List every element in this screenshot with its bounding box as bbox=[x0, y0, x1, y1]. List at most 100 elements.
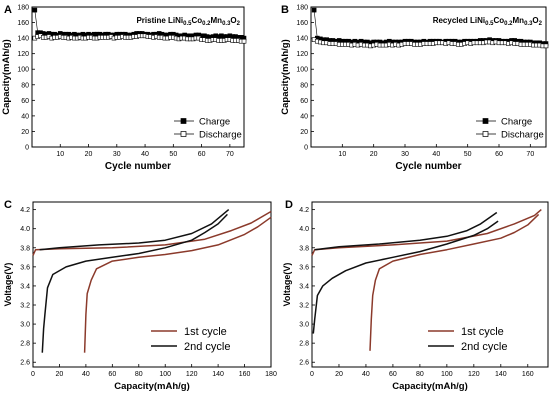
data-point bbox=[32, 7, 38, 13]
x-tick-label: 140 bbox=[212, 371, 224, 378]
x-tick-label: 60 bbox=[198, 151, 206, 158]
y-tick-label: 120 bbox=[17, 51, 29, 58]
series-charge bbox=[311, 7, 549, 46]
y-tick-label: 3.2 bbox=[299, 303, 309, 310]
y-tick-label: 3.4 bbox=[299, 283, 309, 290]
title-segment: Co bbox=[192, 16, 203, 25]
y-tick-label: 3.8 bbox=[20, 245, 30, 252]
title-subscript: 0.3 bbox=[222, 21, 231, 27]
x-tick-label: 0 bbox=[310, 371, 314, 378]
x-tick-label: 80 bbox=[135, 371, 143, 378]
panel-letter: A bbox=[4, 4, 12, 16]
x-tick-label: 120 bbox=[468, 371, 480, 378]
x-axis-label: Capacity(mAh/g) bbox=[392, 381, 467, 392]
y-tick-label: 120 bbox=[296, 51, 308, 58]
x-tick-label: 100 bbox=[441, 371, 453, 378]
title-subscript: 0.5 bbox=[485, 21, 494, 27]
x-tick-label: 60 bbox=[389, 371, 397, 378]
y-tick-label: 2.8 bbox=[20, 341, 30, 348]
legend-label: Charge bbox=[501, 117, 532, 128]
y-tick-label: 20 bbox=[300, 129, 308, 136]
y-tick-label: 2.6 bbox=[20, 360, 30, 367]
data-point bbox=[311, 7, 317, 13]
chart-title: Recycled LiNi0.5Co0.2Mn0.3O2 bbox=[433, 16, 543, 27]
x-axis-label: Capacity(mAh/g) bbox=[114, 381, 189, 392]
chart-title: Pristine LiNi0.5Co0.2Mn0.3O2 bbox=[136, 16, 240, 27]
x-tick-label: 60 bbox=[108, 371, 116, 378]
panel-c: C 2.6 2.8 3.0 3.2 3.4 3.6 3.8 4.0 4.2 0 20 40 60 80 100… bbox=[3, 199, 277, 392]
y-tick-label: 160 bbox=[17, 20, 29, 27]
title-subscript: 0.2 bbox=[504, 21, 513, 27]
series-charge bbox=[32, 7, 247, 41]
x-tick-label: 20 bbox=[370, 151, 378, 158]
y-tick-label: 60 bbox=[300, 98, 308, 105]
x-axis-label: Cycle number bbox=[105, 161, 171, 172]
title-segment: Mn bbox=[513, 16, 525, 25]
x-tick-label: 40 bbox=[141, 151, 149, 158]
y-tick-label: 4.2 bbox=[299, 207, 309, 214]
x-tick-label: 0 bbox=[31, 371, 35, 378]
voltage-curve bbox=[311, 209, 542, 256]
title-segment: O bbox=[230, 16, 236, 25]
x-tick-label: 70 bbox=[226, 151, 234, 158]
x-tick-label: 160 bbox=[239, 371, 251, 378]
y-axis-label: Capacity(mAh/g) bbox=[280, 39, 291, 114]
y-axis-label: Voltage(V) bbox=[3, 263, 13, 307]
y-tick-label: 100 bbox=[17, 67, 29, 74]
voltage-curve bbox=[39, 209, 230, 251]
y-tick-label: 80 bbox=[21, 82, 29, 89]
plot-frame bbox=[310, 6, 547, 148]
x-tick-label: 30 bbox=[113, 151, 121, 158]
x-tick-label: 20 bbox=[335, 371, 343, 378]
y-tick-label: 3.8 bbox=[299, 245, 309, 252]
y-tick-label: 4.2 bbox=[20, 207, 30, 214]
y-tick-label: 0 bbox=[25, 145, 29, 152]
series-1st-cycle bbox=[311, 209, 542, 351]
series-discharge bbox=[32, 33, 247, 44]
data-point bbox=[241, 38, 247, 44]
y-tick-label: 40 bbox=[21, 113, 29, 120]
y-tick-label: 140 bbox=[296, 36, 308, 43]
x-axis-label: Cycle number bbox=[395, 161, 461, 172]
y-tick-label: 3.6 bbox=[299, 264, 309, 271]
y-tick-label: 180 bbox=[296, 5, 308, 12]
y-tick-label: 100 bbox=[296, 67, 308, 74]
x-tick-label: 40 bbox=[362, 371, 370, 378]
legend-label: Discharge bbox=[199, 130, 242, 141]
x-tick-label: 40 bbox=[82, 371, 90, 378]
x-tick-label: 100 bbox=[159, 371, 171, 378]
voltage-curve bbox=[314, 211, 498, 251]
y-tick-label: 3.6 bbox=[20, 264, 30, 271]
panel-letter: D bbox=[285, 199, 293, 211]
y-tick-label: 4.0 bbox=[20, 226, 30, 233]
legend-marker bbox=[180, 131, 187, 137]
x-tick-label: 50 bbox=[169, 151, 177, 158]
y-tick-label: 4.0 bbox=[299, 226, 309, 233]
title-subscript: 2 bbox=[237, 21, 241, 27]
x-tick-label: 160 bbox=[522, 371, 534, 378]
x-tick-label: 140 bbox=[495, 371, 507, 378]
x-tick-label: 40 bbox=[432, 151, 440, 158]
x-tick-label: 80 bbox=[416, 371, 424, 378]
panel-d: D 2.6 2.8 3.0 3.2 3.4 3.6 3.8 4.0 4.2 0 20 40 60 80 100… bbox=[282, 199, 549, 392]
y-axis-label: Voltage(V) bbox=[282, 263, 292, 307]
panel-letter: C bbox=[4, 199, 12, 211]
panel-letter: B bbox=[281, 4, 289, 16]
y-tick-label: 3.0 bbox=[299, 322, 309, 329]
x-tick-label: 180 bbox=[265, 371, 277, 378]
legend-marker bbox=[482, 118, 489, 124]
legend-label: 1st cycle bbox=[461, 326, 504, 338]
y-tick-label: 20 bbox=[21, 129, 29, 136]
title-subscript: 0.3 bbox=[524, 21, 533, 27]
y-tick-label: 2.8 bbox=[299, 341, 309, 348]
legend-marker bbox=[180, 118, 187, 124]
y-tick-label: 40 bbox=[300, 113, 308, 120]
title-subscript: 0.2 bbox=[202, 21, 211, 27]
voltage-curve bbox=[312, 220, 499, 334]
data-point bbox=[543, 43, 549, 49]
x-tick-label: 20 bbox=[56, 371, 64, 378]
legend-label: Discharge bbox=[501, 130, 544, 141]
legend-label: 1st cycle bbox=[184, 326, 227, 338]
title-subscript: 2 bbox=[539, 21, 543, 27]
